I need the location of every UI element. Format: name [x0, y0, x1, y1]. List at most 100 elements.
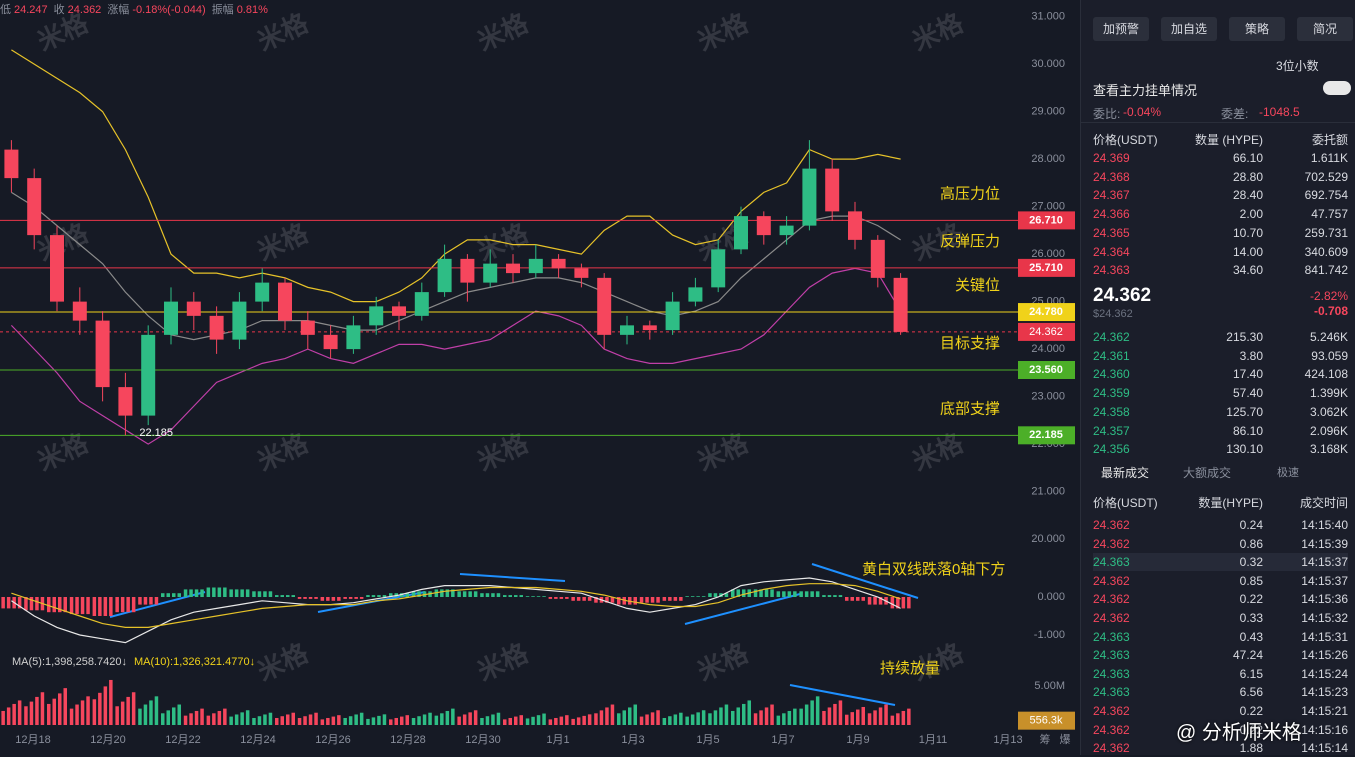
cell: 0.32	[1239, 555, 1263, 570]
volume-bar	[525, 718, 530, 725]
button[interactable]: 简况	[1297, 17, 1353, 41]
volume-bar	[554, 717, 558, 725]
row: 24.362 215.30 5.246K	[1093, 328, 1348, 346]
current-tag	[1018, 322, 1075, 341]
cell: 66.10	[1232, 151, 1263, 165]
row: 24.364 14.00 340.609	[1093, 243, 1348, 261]
chart: 米格米格米格米格米格米格米格米格米格米格米格米格米格米格米格米格米格米格米格米格…	[0, 2, 1075, 746]
macd-bar	[80, 597, 85, 615]
cell: 24.365	[1093, 225, 1130, 240]
cell: 24.363	[1093, 555, 1130, 570]
header-label: 涨幅	[107, 3, 129, 16]
volume-bar	[787, 710, 792, 725]
cell: 692.754	[1304, 188, 1348, 203]
header-value: -0.18%(-0.044)	[132, 4, 205, 16]
volume-bar	[115, 706, 119, 725]
macd-bar	[308, 597, 313, 599]
volume-bar	[713, 710, 718, 725]
main-orders: 查看主力挂单情况	[1093, 83, 1198, 98]
volume-bar	[571, 718, 575, 725]
volume-bar	[212, 713, 216, 725]
macd-bar	[662, 597, 667, 601]
volume-bar	[229, 716, 233, 725]
tab[interactable]: 极速	[1277, 467, 1299, 479]
volume-bar	[314, 712, 318, 725]
macd-bar	[200, 589, 204, 597]
volume-bar	[1, 710, 5, 725]
volume-bar	[673, 714, 678, 725]
macd-bar	[787, 591, 792, 597]
candle-body	[300, 320, 315, 335]
button[interactable]: 加自选	[1161, 17, 1217, 41]
candle-body	[870, 239, 885, 278]
toggle[interactable]	[1323, 81, 1351, 95]
cell: 24.368	[1093, 169, 1130, 184]
volume-bar	[542, 713, 546, 725]
volume-bar	[445, 710, 450, 725]
volume-bar	[440, 713, 444, 725]
volume-bar	[548, 719, 553, 725]
volume-bar	[252, 717, 256, 725]
volume-bar	[35, 696, 39, 725]
macd-bar	[525, 596, 530, 597]
macd-bar	[759, 589, 763, 597]
macd-bar	[103, 597, 108, 616]
volume-bar	[617, 713, 621, 725]
macd-bar	[896, 597, 900, 609]
macd-bar	[131, 597, 136, 613]
macd-bar	[782, 591, 786, 597]
tab[interactable]: 大额成交	[1183, 466, 1232, 480]
macd-bar	[473, 591, 478, 597]
macd-bar	[496, 593, 501, 597]
row: 24.368 28.80 702.529	[1093, 168, 1348, 186]
macd-bar	[177, 593, 181, 597]
candle-body	[4, 149, 19, 179]
cell: 24.364	[1093, 244, 1130, 259]
volume-bar	[701, 710, 706, 725]
macd-bar	[713, 593, 718, 597]
row: 24.357 86.10 2.096K	[1093, 422, 1348, 440]
volume-bar	[98, 692, 102, 725]
volume-bar	[382, 714, 387, 725]
button[interactable]: 加预警	[1093, 17, 1149, 41]
candle-body	[164, 301, 178, 335]
cell: 24.363	[1093, 648, 1130, 663]
volume-bar	[161, 713, 165, 725]
volume-bar	[770, 704, 774, 725]
volume-bar	[736, 707, 740, 725]
volume-bar	[69, 708, 74, 725]
macd-bar	[75, 597, 79, 615]
volume-bar	[291, 712, 295, 725]
volume-bar	[536, 715, 541, 725]
macd-bar	[451, 589, 455, 597]
macd-bar	[445, 589, 450, 597]
cell: 14.00	[1232, 244, 1263, 259]
macd-bar	[275, 595, 279, 597]
volume-bar	[217, 710, 222, 725]
volume-bar	[747, 700, 751, 725]
band-upper	[11, 49, 901, 303]
button[interactable]: 策略	[1229, 17, 1285, 41]
volume-bar	[189, 713, 193, 725]
macd-bar	[485, 593, 490, 597]
macd-bar	[69, 597, 74, 615]
macd-bar	[120, 597, 125, 613]
volume-bar	[234, 714, 239, 725]
volume-bar	[263, 714, 267, 725]
macd-bar	[531, 596, 535, 597]
level-tag	[1018, 258, 1075, 277]
row: 24.369 66.10 1.611K	[1093, 149, 1348, 167]
volume-bar	[320, 719, 325, 725]
y-tick-label: 30.000	[1031, 58, 1065, 70]
macd-bar	[764, 589, 769, 597]
macd-bar	[63, 597, 67, 613]
macd-bar	[337, 597, 341, 601]
macd-bar	[286, 595, 290, 597]
volume-bar	[861, 706, 865, 725]
volume-bar	[6, 707, 11, 725]
macd-tick-label: 0.000	[1037, 591, 1065, 603]
macd-bar	[565, 597, 569, 599]
tab[interactable]: 最新成交	[1101, 466, 1150, 480]
ratio: -0.04%	[1123, 105, 1162, 119]
volume-bar	[143, 704, 148, 725]
